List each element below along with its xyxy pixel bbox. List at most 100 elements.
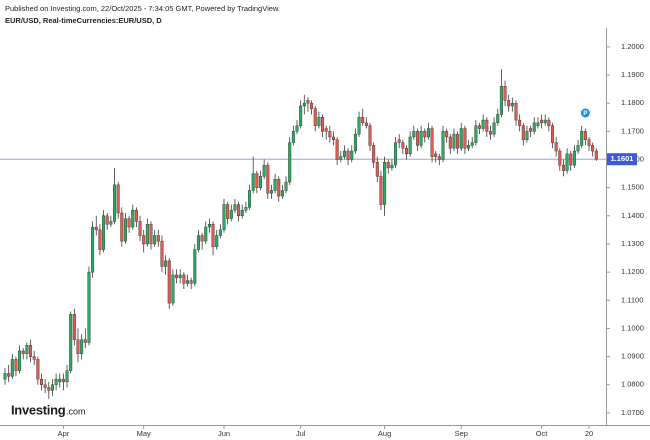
candle-body: [280, 190, 284, 197]
candle-body: [266, 164, 270, 194]
candle-body: [193, 249, 197, 284]
candle-body: [525, 131, 529, 140]
candle-body: [200, 235, 204, 242]
candle-body: [94, 226, 98, 231]
candle-body: [211, 224, 215, 247]
candle-body: [222, 204, 226, 231]
candle-body: [332, 136, 336, 140]
candle-body: [149, 224, 153, 245]
candle-body: [18, 350, 22, 371]
candle-body: [456, 133, 460, 149]
candle-body: [291, 131, 295, 143]
candle-body: [554, 142, 558, 152]
candle-body: [299, 105, 303, 126]
candle-body: [317, 117, 321, 126]
x-tick-label: Aug: [378, 429, 391, 438]
candle-body: [105, 215, 109, 225]
candle-body: [207, 224, 211, 228]
event-marker-label: P: [583, 111, 587, 117]
candle-body: [215, 235, 219, 247]
candle-body: [529, 128, 533, 132]
candle-body: [229, 209, 233, 219]
candle-body: [591, 145, 595, 152]
candle-body: [335, 139, 339, 160]
candle-body: [21, 350, 25, 354]
candle-body: [321, 117, 325, 132]
candle-body: [156, 235, 160, 242]
y-tick-label: 1.1800: [621, 98, 644, 107]
candle-body: [437, 156, 441, 160]
candle-body: [269, 190, 273, 194]
candle-body: [459, 128, 463, 149]
candle-body: [397, 139, 401, 143]
candle-body: [558, 150, 562, 166]
last-price-label: 1.1601: [611, 154, 634, 163]
brand-logo: Investing .com: [11, 402, 86, 417]
candle-body: [196, 235, 200, 250]
candle-body: [587, 139, 591, 146]
x-tick-label: Jun: [218, 429, 230, 438]
candle-body: [543, 119, 547, 124]
candle-body: [478, 125, 482, 129]
candle-body: [339, 156, 343, 160]
candle-body: [29, 345, 33, 357]
candle-body: [383, 162, 387, 205]
candle-body: [189, 280, 193, 284]
candle-body: [40, 378, 44, 385]
candle-body: [72, 314, 76, 340]
candle-body: [470, 142, 474, 146]
candle-body: [142, 235, 146, 245]
candle-body: [273, 178, 277, 191]
candle-body: [357, 117, 361, 135]
candle-body: [510, 102, 514, 107]
candle-body: [182, 274, 186, 284]
candle-body: [204, 226, 208, 242]
candle-body: [50, 384, 54, 391]
candle-body: [507, 100, 511, 107]
candle-body: [361, 117, 365, 124]
candle-body: [474, 125, 478, 143]
y-tick-label: 1.1700: [621, 126, 644, 135]
candle-body: [594, 150, 598, 160]
candle-body: [262, 164, 266, 177]
candle-body: [485, 119, 489, 132]
candle-body: [123, 218, 127, 242]
candle-body: [277, 178, 281, 197]
candle-body: [167, 260, 171, 304]
candle-body: [145, 224, 149, 245]
candle-body: [138, 221, 142, 236]
candle-body: [536, 122, 540, 126]
candle-body: [441, 131, 445, 160]
candle-body: [164, 260, 168, 267]
y-tick-label: 1.1900: [621, 70, 644, 79]
brand-name: Investing: [11, 402, 66, 417]
candle-body: [255, 173, 259, 188]
candle-body: [178, 274, 182, 278]
y-tick-label: 1.0700: [621, 408, 644, 417]
candle-body: [415, 131, 419, 146]
candle-body: [423, 131, 427, 138]
candle-body: [521, 125, 525, 140]
candle-body: [368, 125, 372, 146]
candle-body: [375, 162, 379, 177]
candle-body: [565, 153, 569, 171]
candle-body: [58, 378, 62, 383]
candle-body: [503, 86, 507, 101]
candle-body: [226, 204, 230, 219]
candle-body: [514, 102, 518, 121]
candle-body: [10, 359, 14, 377]
candle-body: [171, 274, 175, 304]
candle-body: [14, 359, 18, 371]
candle-body: [284, 181, 288, 191]
candle-body: [346, 150, 350, 160]
candle-body: [240, 209, 244, 217]
plot-area: [0, 69, 606, 399]
candle-body: [324, 128, 328, 132]
candle-body: [32, 356, 36, 360]
chart-title: EUR/USD, Real-timeCurrencies:EUR/USD, D: [5, 16, 162, 25]
candle-body: [547, 119, 551, 126]
candle-body: [7, 373, 11, 377]
x-tick-label: Sep: [455, 429, 468, 438]
y-tick-label: 1.1100: [621, 295, 643, 304]
candle-body: [488, 131, 492, 135]
